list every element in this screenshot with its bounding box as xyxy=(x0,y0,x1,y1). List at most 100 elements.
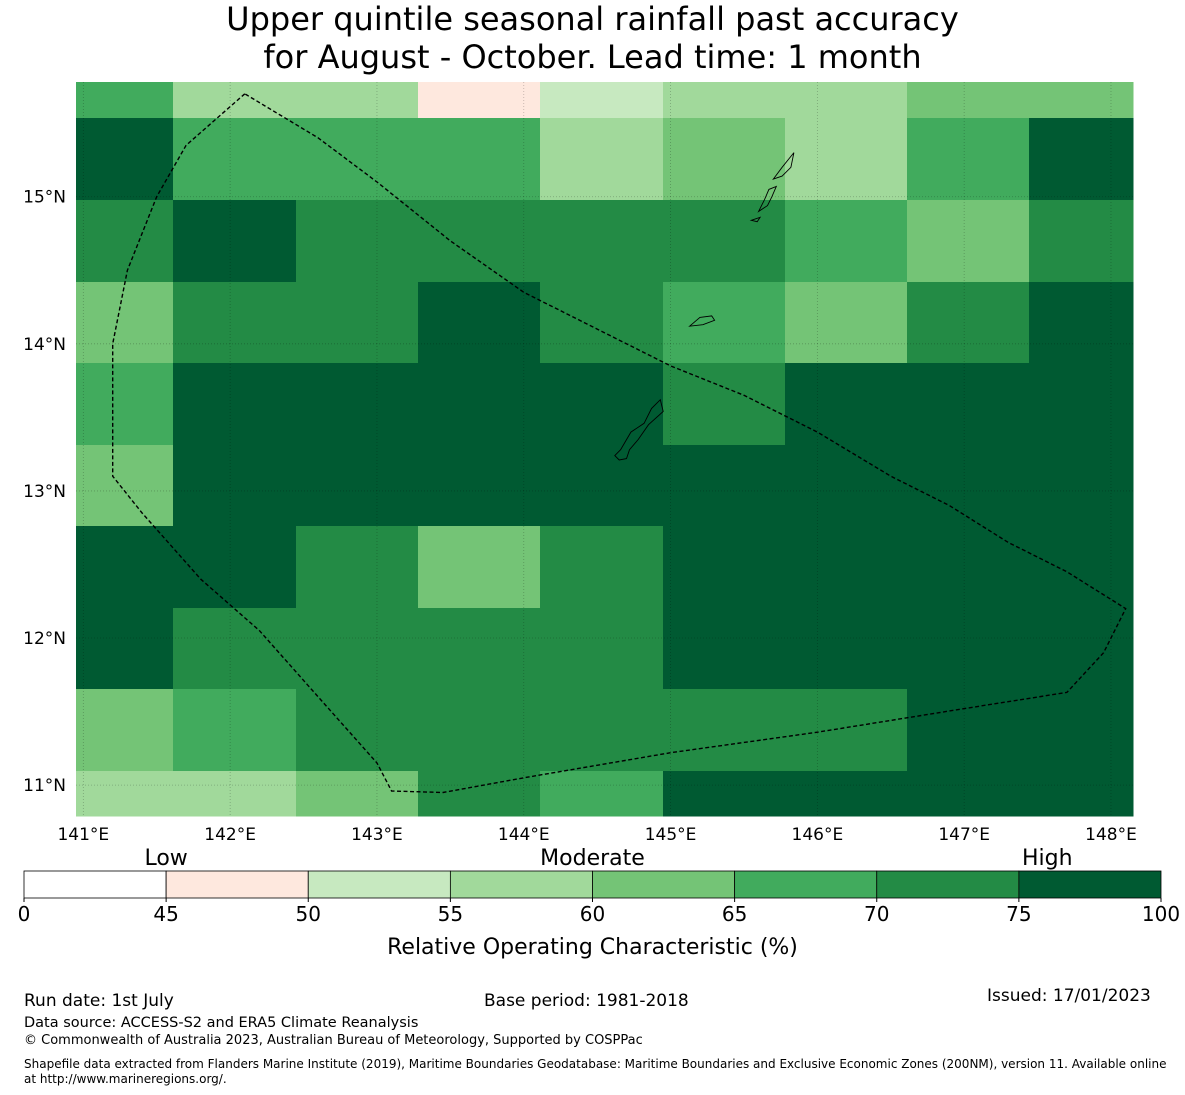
grid-cell xyxy=(418,526,541,609)
grid-cell xyxy=(76,118,174,201)
grid-cell xyxy=(785,82,908,119)
grid-cell xyxy=(907,445,1030,527)
grid-cell xyxy=(785,526,908,609)
grid-cell xyxy=(540,363,664,446)
latitude-label: 12°N xyxy=(23,629,66,649)
colorbar-segment xyxy=(165,870,309,899)
colorbar-tick-label: 55 xyxy=(438,902,463,926)
latitude-label: 14°N xyxy=(23,335,66,355)
grid-cell xyxy=(663,118,786,201)
coordinate-labels: 141°E 142°E 143°E 144°E 145°E 146°E 147°E 148°E… xyxy=(23,188,1137,845)
grid-cell xyxy=(296,82,419,119)
colorbar-tick-label: 100 xyxy=(1142,902,1180,926)
grid-cell xyxy=(173,689,297,772)
colorbar-segment xyxy=(1018,870,1162,899)
colorbar-segment xyxy=(734,870,878,899)
grid-cell xyxy=(785,200,908,283)
grid-cell xyxy=(785,118,908,201)
grid-cell xyxy=(418,363,541,446)
eez-boundary-line xyxy=(111,93,1127,794)
longitude-label: 144°E xyxy=(498,825,550,845)
issued-date: Issued: 17/01/2023 xyxy=(987,986,1151,1006)
grid-cell xyxy=(1029,200,1134,283)
category-label: Moderate xyxy=(540,846,645,871)
grid-cell xyxy=(663,282,786,364)
grid-cell xyxy=(1029,689,1134,772)
islands xyxy=(614,152,795,461)
grid-cell xyxy=(76,689,174,772)
grid-cell xyxy=(1029,82,1134,119)
longitude-label: 148°E xyxy=(1085,825,1137,845)
island-outline xyxy=(772,152,795,180)
grid-cell xyxy=(418,445,541,527)
grid-cell xyxy=(907,526,1030,609)
grid-cell xyxy=(173,771,297,817)
graticule xyxy=(76,82,1133,816)
grid-cells xyxy=(76,82,1134,817)
longitude-label: 141°E xyxy=(57,825,109,845)
colorbar-tick-label: 70 xyxy=(864,902,889,926)
grid-cell xyxy=(540,118,664,201)
colorbar-tick-label: 45 xyxy=(153,902,178,926)
longitude-label: 143°E xyxy=(351,825,403,845)
grid-cell xyxy=(296,689,419,772)
grid-cell xyxy=(76,363,174,446)
shapefile-credit: Shapefile data extracted from Flanders M… xyxy=(24,1057,1167,1086)
colorbar-segment xyxy=(876,870,1020,899)
eez-boundary xyxy=(111,93,1127,794)
grid-cell xyxy=(418,82,541,119)
colorbar-segment xyxy=(592,870,736,899)
island-outline xyxy=(614,398,664,461)
grid-cell xyxy=(418,200,541,283)
grid-cell xyxy=(540,689,664,772)
grid-cell xyxy=(1029,363,1134,446)
copyright: © Commonwealth of Australia 2023, Austra… xyxy=(24,1033,643,1048)
longitude-label: 145°E xyxy=(645,825,697,845)
grid-cell xyxy=(663,771,786,817)
grid-cell xyxy=(296,608,419,690)
latitude-label: 11°N xyxy=(23,776,66,796)
category-label: High xyxy=(1022,846,1073,871)
grid-cell xyxy=(785,282,908,364)
title-line-1: Upper quintile seasonal rainfall past ac… xyxy=(226,0,959,38)
colorbar-tick-label: 65 xyxy=(722,902,747,926)
grid-cell xyxy=(173,282,297,364)
grid-cell xyxy=(1029,526,1134,609)
base-period: Base period: 1981-2018 xyxy=(484,991,689,1011)
grid-cell xyxy=(1029,771,1134,817)
grid-cell xyxy=(173,363,297,446)
grid-cell xyxy=(540,445,664,527)
grid-cell xyxy=(418,608,541,690)
grid-cell xyxy=(173,445,297,527)
grid-cell xyxy=(540,526,664,609)
grid-cell xyxy=(173,200,297,283)
grid-cell xyxy=(907,771,1030,817)
grid-cell xyxy=(296,118,419,201)
grid-cell xyxy=(296,445,419,527)
grid-cell xyxy=(76,608,174,690)
grid-cell xyxy=(296,526,419,609)
longitude-label: 142°E xyxy=(204,825,256,845)
grid-cell xyxy=(663,82,786,119)
grid-cell xyxy=(663,689,786,772)
grid-cell xyxy=(907,689,1030,772)
grid-cell xyxy=(663,200,786,283)
grid-cell xyxy=(785,445,908,527)
grid-cell xyxy=(173,608,297,690)
grid-cell xyxy=(663,363,786,446)
category-label: Low xyxy=(144,846,187,871)
grid-cell xyxy=(540,282,664,364)
colorbar: 0 45 50 55 60 65 70 75 100 Low Moderate High Relativ… xyxy=(18,846,1180,960)
island-outline xyxy=(757,185,778,213)
colorbar-tick-label: 60 xyxy=(580,902,605,926)
grid-cell xyxy=(785,363,908,446)
longitude-label: 146°E xyxy=(792,825,844,845)
grid-cell xyxy=(907,118,1030,201)
colorbar-segment xyxy=(23,870,167,899)
grid-cell xyxy=(785,771,908,817)
title-line-2: for August - October. Lead time: 1 month xyxy=(263,38,922,76)
data-source: Data source: ACCESS-S2 and ERA5 Climate … xyxy=(24,1015,419,1031)
latitude-label: 15°N xyxy=(23,188,66,208)
grid-cell xyxy=(907,608,1030,690)
